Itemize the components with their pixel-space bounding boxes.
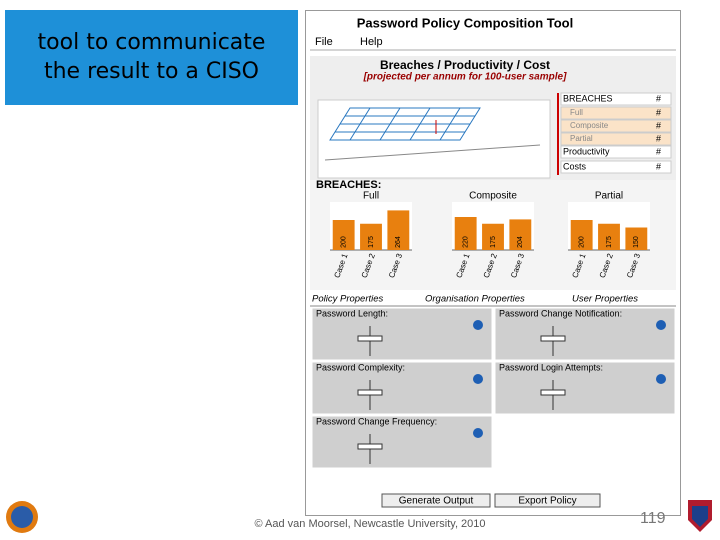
button-label[interactable]: Generate Output <box>399 496 474 507</box>
logo-right-inner <box>692 506 708 527</box>
property-label: Password Length: <box>316 308 388 318</box>
property-label: Password Login Attempts: <box>499 362 603 372</box>
bar <box>570 220 593 250</box>
chart-title: Partial <box>595 191 623 202</box>
property-panel <box>311 361 493 415</box>
bar-label: 175 <box>368 236 375 248</box>
menu-item[interactable]: File <box>315 36 333 48</box>
breaches-title: BREACHES: <box>316 179 381 191</box>
legend-value: # <box>656 161 661 171</box>
chart-3d-grid <box>329 107 481 141</box>
info-icon[interactable] <box>473 320 483 330</box>
legend-label: Full <box>570 108 583 117</box>
tab[interactable]: Organisation Properties <box>425 294 525 305</box>
bar-label: 200 <box>579 236 586 248</box>
legend-value: # <box>656 133 661 143</box>
bar-label: 264 <box>395 236 402 248</box>
menu-item[interactable]: Help <box>360 36 383 48</box>
bar-label: 150 <box>633 236 640 248</box>
legend-label: Composite <box>570 121 609 130</box>
info-icon[interactable] <box>473 428 483 438</box>
bar <box>332 220 355 250</box>
property-label: Password Change Frequency: <box>316 416 437 426</box>
property-panel <box>494 307 676 361</box>
legend-row <box>560 160 672 174</box>
property-panel <box>311 415 493 469</box>
bar-label: 200 <box>341 236 348 248</box>
footer: © Aad van Moorsel, Newcastle University,… <box>254 518 486 530</box>
bar <box>482 223 504 250</box>
property-label: Password Change Notification: <box>499 308 622 318</box>
tab[interactable]: Policy Properties <box>312 294 384 305</box>
legend-label: BREACHES <box>563 93 613 103</box>
property-panel <box>494 361 676 415</box>
bar <box>598 223 620 250</box>
chart-3d-axis <box>324 144 541 161</box>
button[interactable] <box>494 493 601 508</box>
legend-row <box>560 92 672 106</box>
slider-knob[interactable] <box>357 335 383 342</box>
bar <box>509 219 532 250</box>
property-panel <box>311 307 493 361</box>
page-number: 119 <box>640 510 666 527</box>
slider-knob[interactable] <box>357 443 383 450</box>
summary-title: Breaches / Productivity / Cost <box>380 58 550 72</box>
slider-knob[interactable] <box>540 389 566 396</box>
button[interactable] <box>381 493 491 508</box>
info-icon[interactable] <box>473 374 483 384</box>
chart-title: Composite <box>469 191 517 202</box>
legend-row <box>560 132 672 146</box>
button-label[interactable]: Export Policy <box>518 496 576 507</box>
bar <box>387 210 410 250</box>
bar <box>360 223 382 250</box>
summary-subtitle: [projected per annum for 100-user sample… <box>363 72 568 83</box>
callout-line: tool to communicate <box>37 30 266 55</box>
legend-row <box>560 119 672 133</box>
bar-label: 175 <box>606 236 613 248</box>
chart-3d-area <box>317 99 551 179</box>
legend-label: Productivity <box>563 146 610 156</box>
legend-value: # <box>656 93 661 103</box>
chart-title: Full <box>363 191 379 202</box>
legend-value: # <box>656 120 661 130</box>
bar <box>454 217 477 250</box>
callout-line: the result to a CISO <box>43 59 259 84</box>
legend-value: # <box>656 146 661 156</box>
legend-row <box>560 145 672 159</box>
legend-label: Costs <box>563 161 587 171</box>
info-icon[interactable] <box>656 320 666 330</box>
bar <box>625 227 648 250</box>
bar-label: 175 <box>490 236 497 248</box>
logo-left-inner <box>11 506 33 528</box>
slider-knob[interactable] <box>540 335 566 342</box>
bar-label: 204 <box>517 236 524 248</box>
property-label: Password Complexity: <box>316 362 405 372</box>
callout-box: tool to communicate the result to a CISO <box>5 10 298 105</box>
legend-row <box>560 106 672 120</box>
bar-label: 220 <box>463 236 470 248</box>
tab[interactable]: User Properties <box>572 294 638 305</box>
info-icon[interactable] <box>656 374 666 384</box>
legend-label: Partial <box>570 134 593 143</box>
slider-knob[interactable] <box>357 389 383 396</box>
app-title: Password Policy Composition Tool <box>357 15 573 30</box>
legend-value: # <box>656 107 661 117</box>
